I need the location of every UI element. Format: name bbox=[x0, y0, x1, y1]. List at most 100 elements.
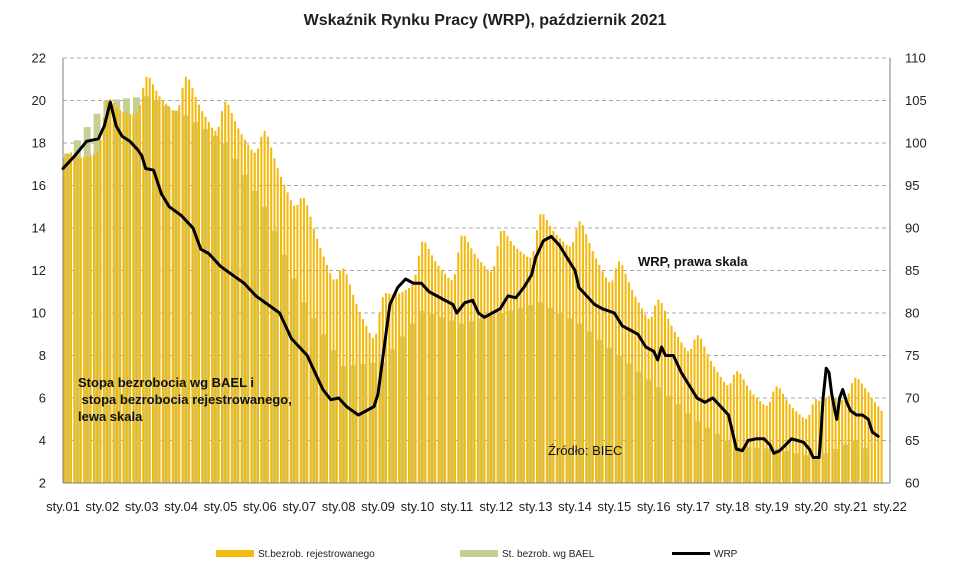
registered-bar bbox=[555, 235, 558, 483]
y-left-tick-label: 16 bbox=[32, 178, 46, 193]
registered-bar bbox=[814, 399, 817, 483]
registered-bar bbox=[588, 243, 591, 483]
registered-bar bbox=[152, 84, 155, 483]
legend-label-wrp: WRP bbox=[714, 549, 738, 560]
left-scale-annotation: Stopa bezrobocia wg BAEL i stopa bezrobo… bbox=[78, 375, 295, 424]
registered-bar bbox=[499, 231, 502, 483]
registered-bar bbox=[335, 279, 338, 483]
registered-bar bbox=[690, 349, 693, 483]
registered-bar bbox=[581, 225, 584, 483]
registered-bar bbox=[457, 252, 460, 483]
registered-bar bbox=[132, 114, 135, 483]
registered-bar bbox=[96, 151, 99, 483]
registered-bar bbox=[640, 308, 644, 483]
x-tick-label: sty.05 bbox=[204, 499, 238, 514]
y-left-tick-label: 6 bbox=[39, 391, 46, 406]
x-tick-label: sty.01 bbox=[46, 499, 80, 514]
registered-bar bbox=[539, 214, 542, 483]
wrp-line bbox=[61, 100, 880, 459]
registered-bar bbox=[161, 100, 164, 483]
registered-bar bbox=[145, 76, 148, 483]
registered-bar bbox=[470, 248, 473, 483]
registered-bar bbox=[837, 399, 840, 483]
registered-bar bbox=[526, 256, 529, 483]
registered-bar bbox=[194, 96, 197, 483]
x-tick-label: sty.22 bbox=[873, 499, 907, 514]
registered-bar bbox=[742, 379, 745, 483]
registered-bar bbox=[768, 401, 772, 483]
registered-bar bbox=[322, 256, 325, 483]
x-tick-label: sty.08 bbox=[322, 499, 356, 514]
y-right-tick-label: 85 bbox=[905, 263, 919, 278]
registered-bar bbox=[834, 398, 837, 483]
registered-bar bbox=[549, 225, 552, 484]
registered-bar bbox=[388, 293, 391, 483]
registered-bar bbox=[358, 311, 361, 483]
registered-bar bbox=[552, 230, 555, 483]
registered-bar bbox=[604, 277, 607, 483]
registered-bar bbox=[512, 245, 516, 483]
registered-bar bbox=[614, 268, 617, 483]
registered-bar bbox=[598, 264, 601, 483]
registered-bar bbox=[352, 294, 355, 483]
registered-bar bbox=[841, 400, 844, 483]
registered-bar bbox=[371, 337, 374, 483]
registered-bar bbox=[778, 388, 781, 483]
y-left-tick-label: 2 bbox=[39, 476, 46, 491]
y-right-tick-label: 100 bbox=[905, 136, 927, 151]
registered-bar bbox=[795, 411, 798, 483]
registered-bar bbox=[79, 157, 82, 484]
registered-bar bbox=[723, 381, 726, 483]
registered-bar bbox=[240, 134, 243, 483]
registered-bar bbox=[447, 277, 450, 483]
registered-bar bbox=[453, 274, 456, 483]
legend-swatch-registered bbox=[216, 550, 254, 557]
registered-bar bbox=[273, 158, 276, 483]
registered-bar bbox=[860, 383, 863, 483]
registered-bar bbox=[293, 205, 296, 483]
y-right-tick-label: 90 bbox=[905, 221, 919, 236]
y-right-tick-label: 110 bbox=[905, 51, 926, 66]
registered-bar bbox=[686, 351, 689, 483]
registered-bar bbox=[847, 393, 850, 483]
registered-bar bbox=[427, 248, 430, 483]
registered-bar bbox=[279, 177, 283, 483]
registered-bar bbox=[362, 318, 365, 483]
registered-bar bbox=[309, 216, 312, 483]
registered-bar bbox=[260, 136, 263, 483]
registered-bar bbox=[532, 251, 535, 483]
registered-bar bbox=[486, 269, 489, 483]
registered-bar bbox=[302, 197, 306, 484]
registered-bar bbox=[585, 234, 588, 483]
x-tick-label: sty.16 bbox=[637, 499, 671, 514]
registered-bar bbox=[158, 96, 161, 483]
x-tick-label: sty.11 bbox=[440, 499, 473, 514]
registered-bar bbox=[355, 303, 358, 483]
registered-bar bbox=[391, 294, 394, 483]
chart-title: Wskaźnik Rynku Pracy (WRP), październik … bbox=[304, 12, 667, 29]
registered-bar bbox=[135, 113, 138, 483]
registered-bar bbox=[444, 273, 447, 483]
registered-bar bbox=[434, 261, 437, 483]
registered-bar bbox=[535, 230, 539, 483]
registered-bar bbox=[207, 122, 210, 484]
registered-bar bbox=[821, 401, 824, 483]
registered-bar bbox=[407, 288, 411, 483]
wrp-annotation: WRP, prawa skala bbox=[638, 254, 748, 269]
registered-bar bbox=[286, 192, 289, 483]
registered-bar bbox=[243, 139, 246, 483]
registered-bar bbox=[677, 336, 680, 483]
y-right-tick-label: 75 bbox=[905, 348, 919, 363]
registered-bar bbox=[618, 261, 621, 483]
registered-bar bbox=[765, 405, 768, 483]
registered-bars bbox=[63, 76, 883, 484]
registered-bar bbox=[828, 395, 831, 483]
registered-bar bbox=[709, 360, 712, 483]
registered-bar bbox=[404, 289, 407, 483]
annotation-line-2: stopa bezrobocia rejestrowanego, bbox=[78, 392, 292, 407]
registered-bar bbox=[749, 390, 752, 483]
x-tick-label: sty.03 bbox=[125, 499, 159, 514]
x-tick-label: sty.18 bbox=[716, 499, 750, 514]
registered-bar bbox=[92, 154, 95, 484]
registered-bar bbox=[168, 107, 171, 483]
